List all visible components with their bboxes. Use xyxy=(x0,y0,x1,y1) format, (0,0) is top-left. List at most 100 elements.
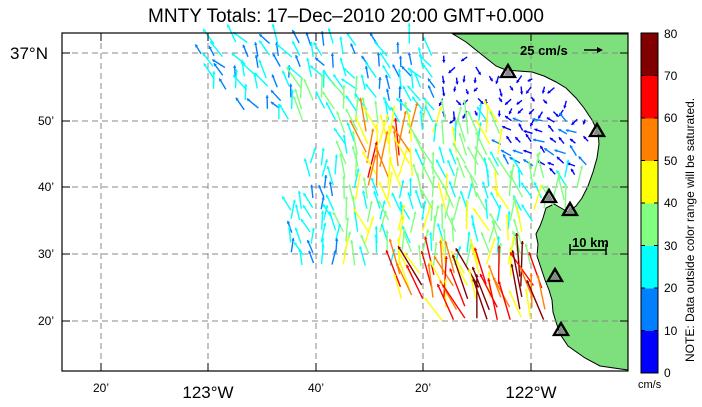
current-vector xyxy=(271,74,278,88)
current-vector xyxy=(417,244,422,266)
current-vector xyxy=(387,125,391,155)
current-vector xyxy=(564,184,568,209)
current-vector xyxy=(290,237,295,253)
current-vector xyxy=(509,246,513,277)
current-vector xyxy=(202,52,214,67)
current-vector xyxy=(505,135,512,144)
current-vector xyxy=(320,210,325,230)
current-vector xyxy=(552,172,561,198)
current-vector xyxy=(376,52,381,67)
current-vector xyxy=(505,214,509,241)
current-vector xyxy=(298,248,303,266)
current-vector xyxy=(258,33,271,45)
current-vector xyxy=(488,75,494,82)
current-vector xyxy=(209,41,223,58)
colorbar-frame xyxy=(640,32,659,374)
current-vector xyxy=(520,182,533,199)
current-vector xyxy=(427,78,436,89)
current-vector xyxy=(397,204,406,231)
current-vector xyxy=(436,283,455,320)
current-vector xyxy=(328,211,337,231)
current-vector xyxy=(388,158,402,188)
current-vector xyxy=(512,149,523,155)
current-vector xyxy=(353,168,360,189)
current-vector xyxy=(342,175,346,199)
current-vector xyxy=(433,123,438,142)
current-vector xyxy=(373,40,388,57)
current-vector xyxy=(442,284,466,319)
current-vector xyxy=(556,156,565,164)
current-vector xyxy=(431,175,436,198)
current-vector xyxy=(378,114,389,143)
current-vector xyxy=(472,278,488,320)
current-vector xyxy=(419,110,424,131)
current-vector xyxy=(465,89,469,95)
current-vector xyxy=(532,151,541,178)
current-vector xyxy=(418,54,432,68)
current-vector xyxy=(466,231,471,253)
current-vector xyxy=(379,114,390,144)
current-vector xyxy=(320,244,325,265)
current-vector xyxy=(448,148,457,165)
current-vector xyxy=(522,158,534,167)
current-vector xyxy=(414,148,424,166)
colorbar xyxy=(641,32,658,374)
current-vector xyxy=(471,222,479,242)
colorbar-segment xyxy=(641,330,658,374)
colorbar-segment xyxy=(641,160,658,204)
current-vector xyxy=(408,177,413,197)
current-vector xyxy=(421,200,427,221)
current-vector xyxy=(391,192,402,212)
velocity-scale-arrow xyxy=(584,47,603,53)
current-vector xyxy=(420,250,433,288)
current-vector xyxy=(469,174,478,198)
colorbar-tick-50: 50 xyxy=(664,154,678,168)
lat-label-40: 40’ xyxy=(38,180,54,194)
current-vector xyxy=(435,159,447,178)
current-vector xyxy=(308,250,315,264)
current-vector xyxy=(456,156,466,178)
current-vector xyxy=(211,59,226,69)
current-vector xyxy=(475,131,488,156)
current-vector xyxy=(534,128,543,133)
current-vector xyxy=(432,106,442,134)
current-vector xyxy=(281,70,290,87)
current-vector xyxy=(333,127,346,144)
current-vector xyxy=(533,184,543,211)
current-vector xyxy=(515,232,521,277)
current-vector xyxy=(299,77,304,99)
current-vector xyxy=(290,89,294,110)
current-vector xyxy=(422,96,435,111)
current-vector xyxy=(489,151,500,167)
station-4 xyxy=(560,200,580,217)
current-vector xyxy=(332,211,345,233)
current-vector xyxy=(231,52,246,65)
current-vector xyxy=(496,236,501,253)
current-vector xyxy=(355,117,369,145)
current-vector xyxy=(346,122,355,142)
current-vector xyxy=(235,97,245,111)
current-vector xyxy=(500,149,512,157)
station-2 xyxy=(587,121,607,138)
current-vector xyxy=(354,151,359,177)
current-vector xyxy=(440,99,447,121)
current-vector xyxy=(374,100,379,123)
current-vector xyxy=(327,28,334,44)
current-vector xyxy=(475,119,491,145)
current-vector xyxy=(345,217,350,242)
current-vector xyxy=(295,54,301,67)
current-vector xyxy=(424,105,434,123)
current-vector xyxy=(375,149,380,186)
current-vector xyxy=(473,77,477,84)
current-vector xyxy=(294,204,301,221)
current-vector xyxy=(539,145,546,153)
current-vector xyxy=(498,97,503,103)
current-vector xyxy=(339,36,344,55)
current-vector xyxy=(470,245,480,274)
current-vectors xyxy=(194,23,589,322)
current-vector xyxy=(414,73,422,88)
current-vector xyxy=(569,138,576,144)
current-vector xyxy=(542,99,548,104)
current-vector xyxy=(547,87,555,94)
current-vector xyxy=(508,108,513,115)
